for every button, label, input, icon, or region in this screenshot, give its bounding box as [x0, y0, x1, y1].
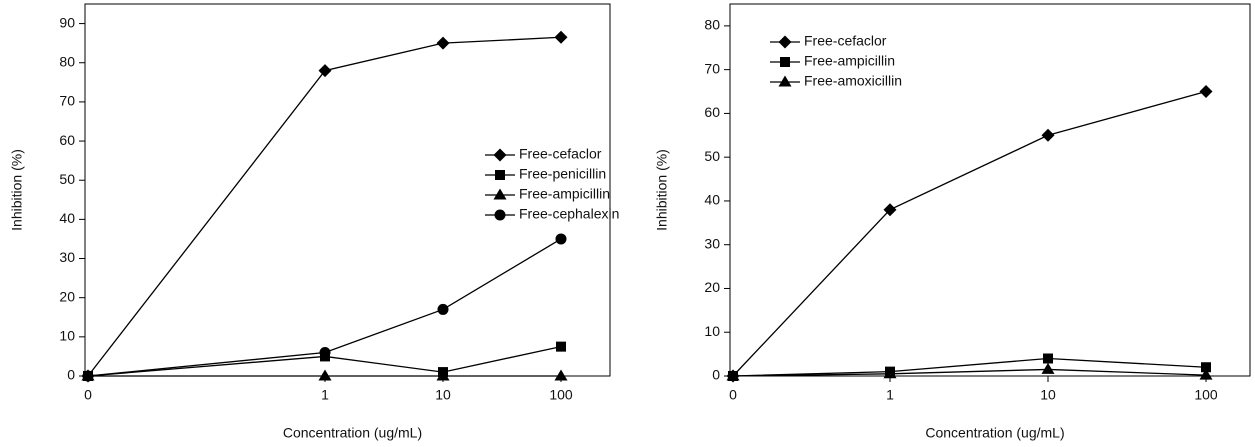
- marker: [554, 369, 568, 381]
- series-line: [87, 345, 562, 377]
- marker: [1043, 353, 1053, 364]
- marker: [726, 369, 740, 381]
- marker: [1201, 362, 1211, 373]
- y-tick-label: 60: [59, 132, 75, 148]
- x-tick-label: 1: [321, 387, 329, 403]
- marker: [1199, 368, 1213, 380]
- x-tick-label: 100: [549, 387, 573, 403]
- y-tick-label: 20: [59, 288, 75, 304]
- y-tick-label: 10: [59, 328, 75, 344]
- y-tick-label: 30: [59, 249, 75, 265]
- marker: [883, 203, 897, 217]
- marker: [437, 303, 449, 315]
- y-tick-label: 10: [704, 323, 720, 339]
- marker: [555, 233, 567, 245]
- legend-label: Free-ampicillin: [519, 186, 610, 202]
- marker: [1041, 362, 1055, 374]
- y-tick-label: 80: [59, 53, 75, 69]
- y-tick-label: 70: [704, 60, 720, 76]
- marker: [883, 367, 897, 379]
- x-tick-label: 1: [886, 387, 894, 403]
- marker: [554, 30, 568, 44]
- marker: [780, 57, 790, 67]
- marker: [494, 209, 506, 221]
- x-axis-label: Concentration (ug/mL): [283, 425, 422, 441]
- marker: [778, 75, 792, 87]
- y-tick-label: 40: [59, 210, 75, 226]
- marker: [436, 36, 450, 50]
- y-axis-label: Inhibition (%): [9, 149, 25, 231]
- y-tick-label: 60: [704, 104, 720, 120]
- x-tick-label: 100: [1194, 387, 1218, 403]
- y-tick-label: 70: [59, 93, 75, 109]
- y-tick-label: 0: [67, 367, 75, 383]
- legend-label: Free-penicillin: [519, 166, 606, 182]
- marker: [493, 148, 507, 162]
- series-line: [732, 90, 1207, 377]
- marker: [495, 170, 505, 180]
- marker: [1199, 85, 1213, 99]
- marker: [556, 341, 566, 352]
- marker: [493, 188, 507, 200]
- marker: [82, 370, 94, 382]
- x-tick-label: 10: [1040, 387, 1056, 403]
- legend-label: Free-amoxicillin: [804, 73, 902, 89]
- marker: [319, 347, 331, 359]
- marker: [436, 369, 450, 381]
- series-line: [732, 357, 1207, 377]
- series-line: [87, 36, 562, 377]
- y-tick-label: 50: [704, 148, 720, 164]
- y-tick-label: 30: [704, 235, 720, 251]
- x-axis-label: Concentration (ug/mL): [925, 425, 1064, 441]
- legend-label: Free-cefaclor: [519, 146, 602, 162]
- y-tick-label: 80: [704, 17, 720, 33]
- x-tick-label: 0: [729, 387, 737, 403]
- series-line: [87, 238, 562, 377]
- y-tick-label: 90: [59, 14, 75, 30]
- y-tick-label: 40: [704, 192, 720, 208]
- marker: [1041, 128, 1055, 142]
- y-tick-label: 20: [704, 279, 720, 295]
- x-tick-label: 0: [84, 387, 92, 403]
- legend-label: Free-ampicillin: [804, 53, 895, 69]
- legend-label: Free-cephalexin: [519, 206, 619, 222]
- x-tick-label: 10: [435, 387, 451, 403]
- marker: [318, 369, 332, 381]
- marker: [778, 35, 792, 49]
- series-line: [732, 368, 1207, 377]
- y-axis-label: Inhibition (%): [654, 149, 670, 231]
- y-tick-label: 0: [712, 367, 720, 383]
- y-tick-label: 50: [59, 171, 75, 187]
- marker: [318, 64, 332, 78]
- legend-label: Free-cefaclor: [804, 33, 887, 49]
- plot-frame: [729, 3, 1251, 377]
